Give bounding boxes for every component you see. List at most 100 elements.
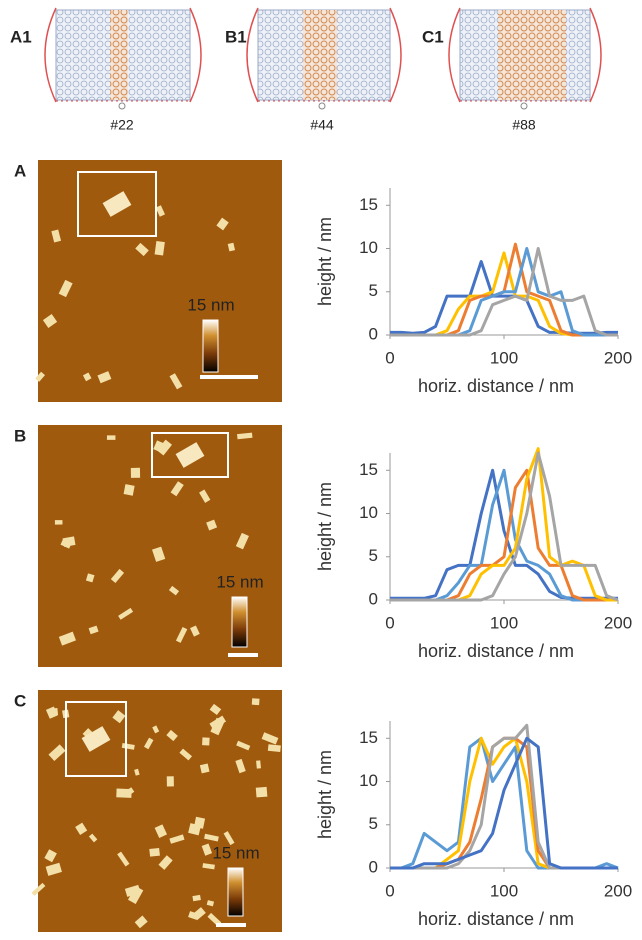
- afm-particle: [110, 568, 125, 583]
- design-label: #44: [310, 117, 334, 133]
- afm-particle: [62, 536, 76, 547]
- afm-particle: [134, 768, 140, 776]
- afm-particle: [193, 816, 206, 829]
- afm-particle: [206, 519, 218, 531]
- afm-particle: [199, 489, 211, 503]
- afm-particle: [44, 849, 57, 863]
- afm-particle: [51, 229, 62, 243]
- inset-particle: [102, 191, 132, 217]
- origami-arc: [189, 7, 202, 103]
- afm-particle: [209, 703, 222, 716]
- y-tick-label: 5: [369, 281, 378, 300]
- afm-particle: [82, 372, 92, 382]
- afm-particle: [58, 631, 77, 646]
- afm-image: [38, 690, 282, 932]
- afm-particle: [166, 729, 178, 742]
- afm-particle: [85, 573, 95, 583]
- x-tick-label: 200: [604, 613, 632, 632]
- panel-label: B: [14, 426, 26, 445]
- afm-particle: [168, 585, 180, 596]
- afm-particle: [31, 882, 46, 896]
- afm-particle: [75, 822, 88, 835]
- y-tick-label: 5: [369, 814, 378, 833]
- profile-line: [390, 736, 619, 870]
- x-axis-label: horiz. distance / nm: [418, 909, 574, 929]
- y-tick-label: 0: [369, 589, 378, 608]
- afm-particle: [255, 786, 268, 798]
- colorbar: [231, 596, 248, 648]
- profile-line: [390, 247, 618, 337]
- profile-line: [390, 468, 618, 600]
- afm-particle: [170, 481, 184, 497]
- origami-band: [498, 10, 566, 100]
- y-tick-label: 0: [369, 324, 378, 343]
- afm-particle: [153, 440, 164, 452]
- x-tick-label: 0: [385, 348, 394, 367]
- afm-particle: [54, 520, 63, 525]
- afm-particle: [58, 279, 73, 298]
- origami-arc: [44, 7, 57, 103]
- profile-line: [390, 736, 618, 870]
- y-tick-label: 10: [359, 238, 378, 257]
- afm-particle: [97, 371, 112, 384]
- afm-particle: [106, 435, 116, 440]
- afm-particle: [118, 607, 134, 620]
- x-tick-label: 100: [490, 348, 518, 367]
- afm-particle: [179, 748, 193, 761]
- design-label: #22: [110, 117, 134, 133]
- afm-particle: [199, 763, 210, 774]
- afm-particle: [202, 737, 210, 746]
- origami-loop: [318, 102, 326, 110]
- origami-arc: [448, 7, 461, 103]
- afm-particle: [154, 240, 165, 256]
- y-tick-label: 15: [359, 728, 378, 747]
- afm-particle: [49, 707, 59, 716]
- afm-particle: [237, 432, 253, 440]
- y-tick-label: 5: [369, 546, 378, 565]
- afm-particle: [206, 900, 215, 907]
- afm-particle: [157, 439, 172, 456]
- x-tick-label: 100: [490, 613, 518, 632]
- afm-particle: [117, 851, 130, 867]
- x-axis-label: horiz. distance / nm: [418, 641, 574, 661]
- afm-particle: [135, 242, 149, 257]
- afm-particle: [35, 371, 46, 382]
- afm-particle: [158, 855, 173, 870]
- afm-particle: [134, 915, 148, 929]
- x-tick-label: 200: [604, 881, 632, 900]
- origami-band: [303, 10, 337, 100]
- x-tick-label: 0: [385, 613, 394, 632]
- panel-label: C: [14, 691, 26, 710]
- afm-particle: [209, 715, 227, 730]
- y-axis-label: height / nm: [315, 482, 335, 571]
- profile-line: [390, 736, 618, 870]
- y-axis-label: height / nm: [315, 217, 335, 306]
- afm-particle: [192, 894, 201, 902]
- afm-particle: [216, 217, 229, 231]
- profile-line: [390, 247, 618, 337]
- afm-particle: [152, 725, 160, 734]
- afm-particle: [152, 546, 166, 562]
- x-tick-label: 200: [604, 348, 632, 367]
- inset-particle: [175, 442, 205, 468]
- colorbar-label: 15 nm: [212, 843, 259, 862]
- colorbar: [227, 867, 244, 917]
- colorbar-label: 15 nm: [187, 295, 234, 314]
- afm-particle: [201, 843, 213, 856]
- afm-particle: [235, 758, 246, 774]
- y-tick-label: 15: [359, 195, 378, 214]
- afm-particle: [169, 834, 185, 844]
- afm-particle: [124, 884, 141, 897]
- afm-particle: [202, 863, 215, 870]
- afm-particle: [267, 744, 281, 753]
- inset-box: [151, 432, 229, 478]
- origami-loop: [520, 102, 528, 110]
- afm-particle: [227, 242, 236, 252]
- panel-label: A: [14, 161, 26, 180]
- afm-particle: [169, 373, 183, 390]
- panel-label: B1: [225, 27, 247, 46]
- afm-particle: [166, 776, 174, 787]
- afm-particle: [223, 831, 235, 846]
- y-tick-label: 10: [359, 771, 378, 790]
